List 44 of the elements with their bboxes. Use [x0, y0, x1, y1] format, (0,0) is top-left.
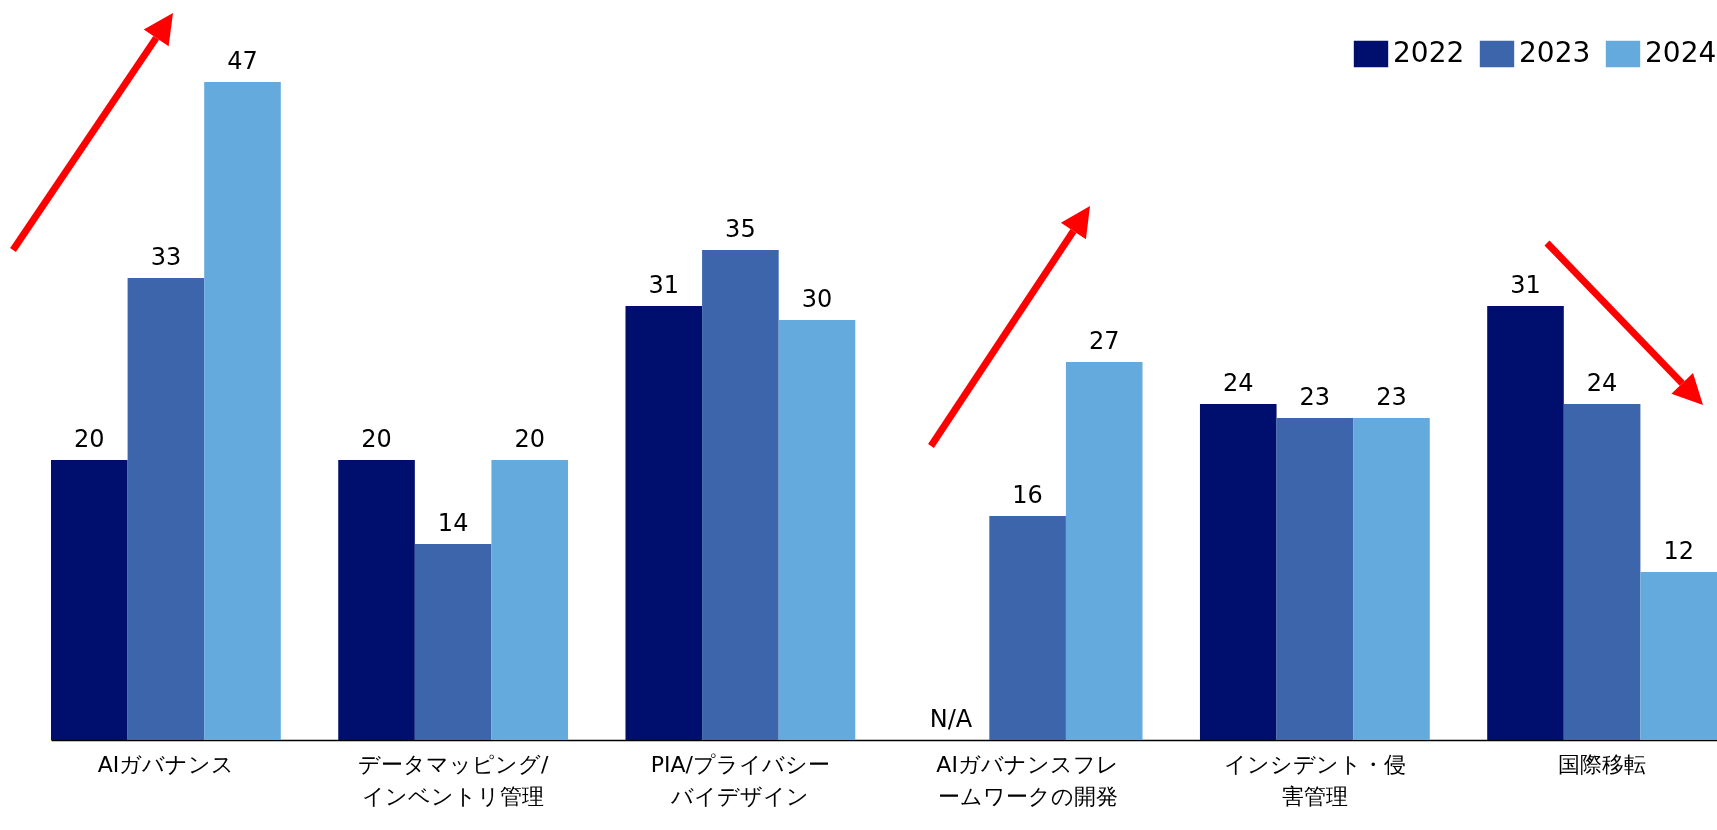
data-label: 20: [361, 425, 392, 453]
data-label: 31: [1510, 271, 1541, 299]
data-label: 30: [801, 285, 833, 313]
bar: [491, 460, 569, 740]
data-label: 24: [1222, 369, 1254, 397]
legend-label: 2022: [1393, 36, 1465, 69]
bar: [1563, 404, 1641, 740]
x-tick-label: PIA/プライバシーバイデザイン: [650, 751, 830, 809]
data-label: 20: [514, 425, 546, 453]
data-label: 20: [74, 425, 105, 453]
data-label: 33: [150, 243, 182, 271]
data-label: 23: [1299, 383, 1331, 411]
data-label: 47: [227, 47, 258, 75]
bar: [778, 320, 856, 740]
data-label: 31: [648, 271, 680, 299]
data-label: 14: [437, 509, 469, 537]
data-label: 35: [725, 215, 756, 243]
bar: [1199, 404, 1277, 740]
bar: [702, 250, 779, 740]
legend-label: 2023: [1519, 36, 1591, 69]
legend-label: 2024: [1645, 36, 1717, 69]
x-tick-label: データマッピング/インベントリ管理: [357, 751, 549, 809]
data-label: 23: [1376, 383, 1407, 411]
bar: [414, 544, 492, 740]
x-tick-label: AIガバナンス: [97, 751, 235, 777]
bar: [127, 278, 205, 740]
text: N/A: [929, 705, 973, 733]
data-label: 24: [1586, 369, 1618, 397]
bar: [51, 460, 128, 740]
bar: [625, 306, 703, 740]
x-tick-label: 国際移転: [1558, 751, 1647, 777]
data-label: 27: [1088, 327, 1120, 355]
x-tick-label: AIガバナンスフレームワークの開発: [936, 751, 1119, 809]
bar: [204, 82, 281, 740]
bar: [1640, 572, 1717, 740]
bar: [989, 516, 1066, 740]
bar: [1065, 362, 1143, 740]
bar: [1276, 418, 1354, 740]
bar: [338, 460, 415, 740]
bar: [1487, 306, 1564, 740]
data-label: 12: [1663, 537, 1694, 565]
x-tick-label: インシデント・侵害管理: [1223, 751, 1406, 809]
bar: [1353, 418, 1430, 740]
data-label: 16: [1012, 481, 1043, 509]
